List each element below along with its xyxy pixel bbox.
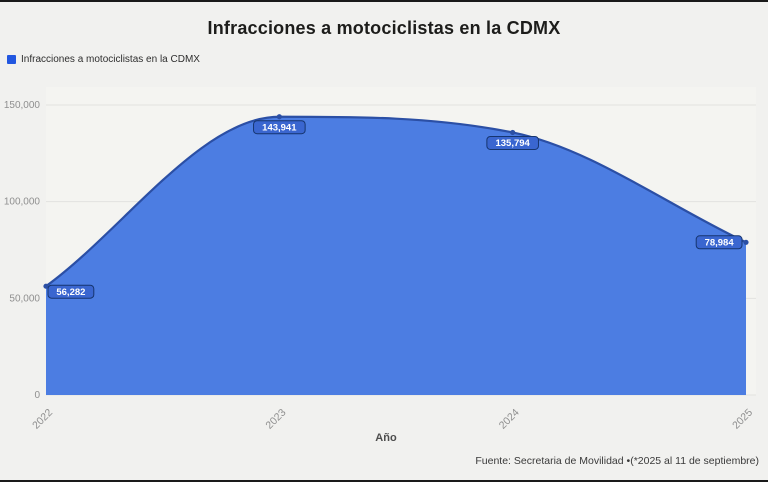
area-series <box>46 116 746 395</box>
x-axis-title: Año <box>375 432 397 444</box>
x-tick-label: 2023 <box>263 407 288 432</box>
line-series <box>45 115 747 288</box>
x-tick-label: 2022 <box>30 407 55 432</box>
value-badge-label: 78,984 <box>705 237 735 248</box>
value-badge-label: 135,794 <box>495 138 530 149</box>
point-marker <box>276 114 282 120</box>
source-note: Fuente: Secretaria de Movilidad •(*2025 … <box>475 455 759 467</box>
point-marker <box>743 239 749 245</box>
y-tick-label: 50,000 <box>9 293 40 304</box>
chart-svg: 0 50,000 100,000 150,000 2022 2023 2024 2025 56,… <box>4 87 756 432</box>
value-badge <box>47 284 95 299</box>
value-badge-label: 56,282 <box>56 287 85 298</box>
page-title: Infracciones a motociclistas en la CDMX <box>207 18 561 38</box>
y-tick-label: 100,000 <box>4 197 41 208</box>
value-badge <box>253 120 306 135</box>
x-tick-label: 2024 <box>497 407 522 432</box>
legend-swatch-icon <box>7 55 16 64</box>
y-tick-label: 150,000 <box>4 100 41 111</box>
y-tick-label: 0 <box>34 390 40 401</box>
point-marker <box>43 283 49 289</box>
value-badge <box>695 235 743 250</box>
point-marker <box>510 129 516 136</box>
legend: Infracciones a motociclistas en la CDMX <box>7 54 200 65</box>
legend-label: Infracciones a motociclistas en la CDMX <box>21 54 200 65</box>
x-tick-label: 2025 <box>730 407 755 432</box>
value-badge-label: 143,941 <box>262 122 297 133</box>
value-badge <box>486 135 539 150</box>
